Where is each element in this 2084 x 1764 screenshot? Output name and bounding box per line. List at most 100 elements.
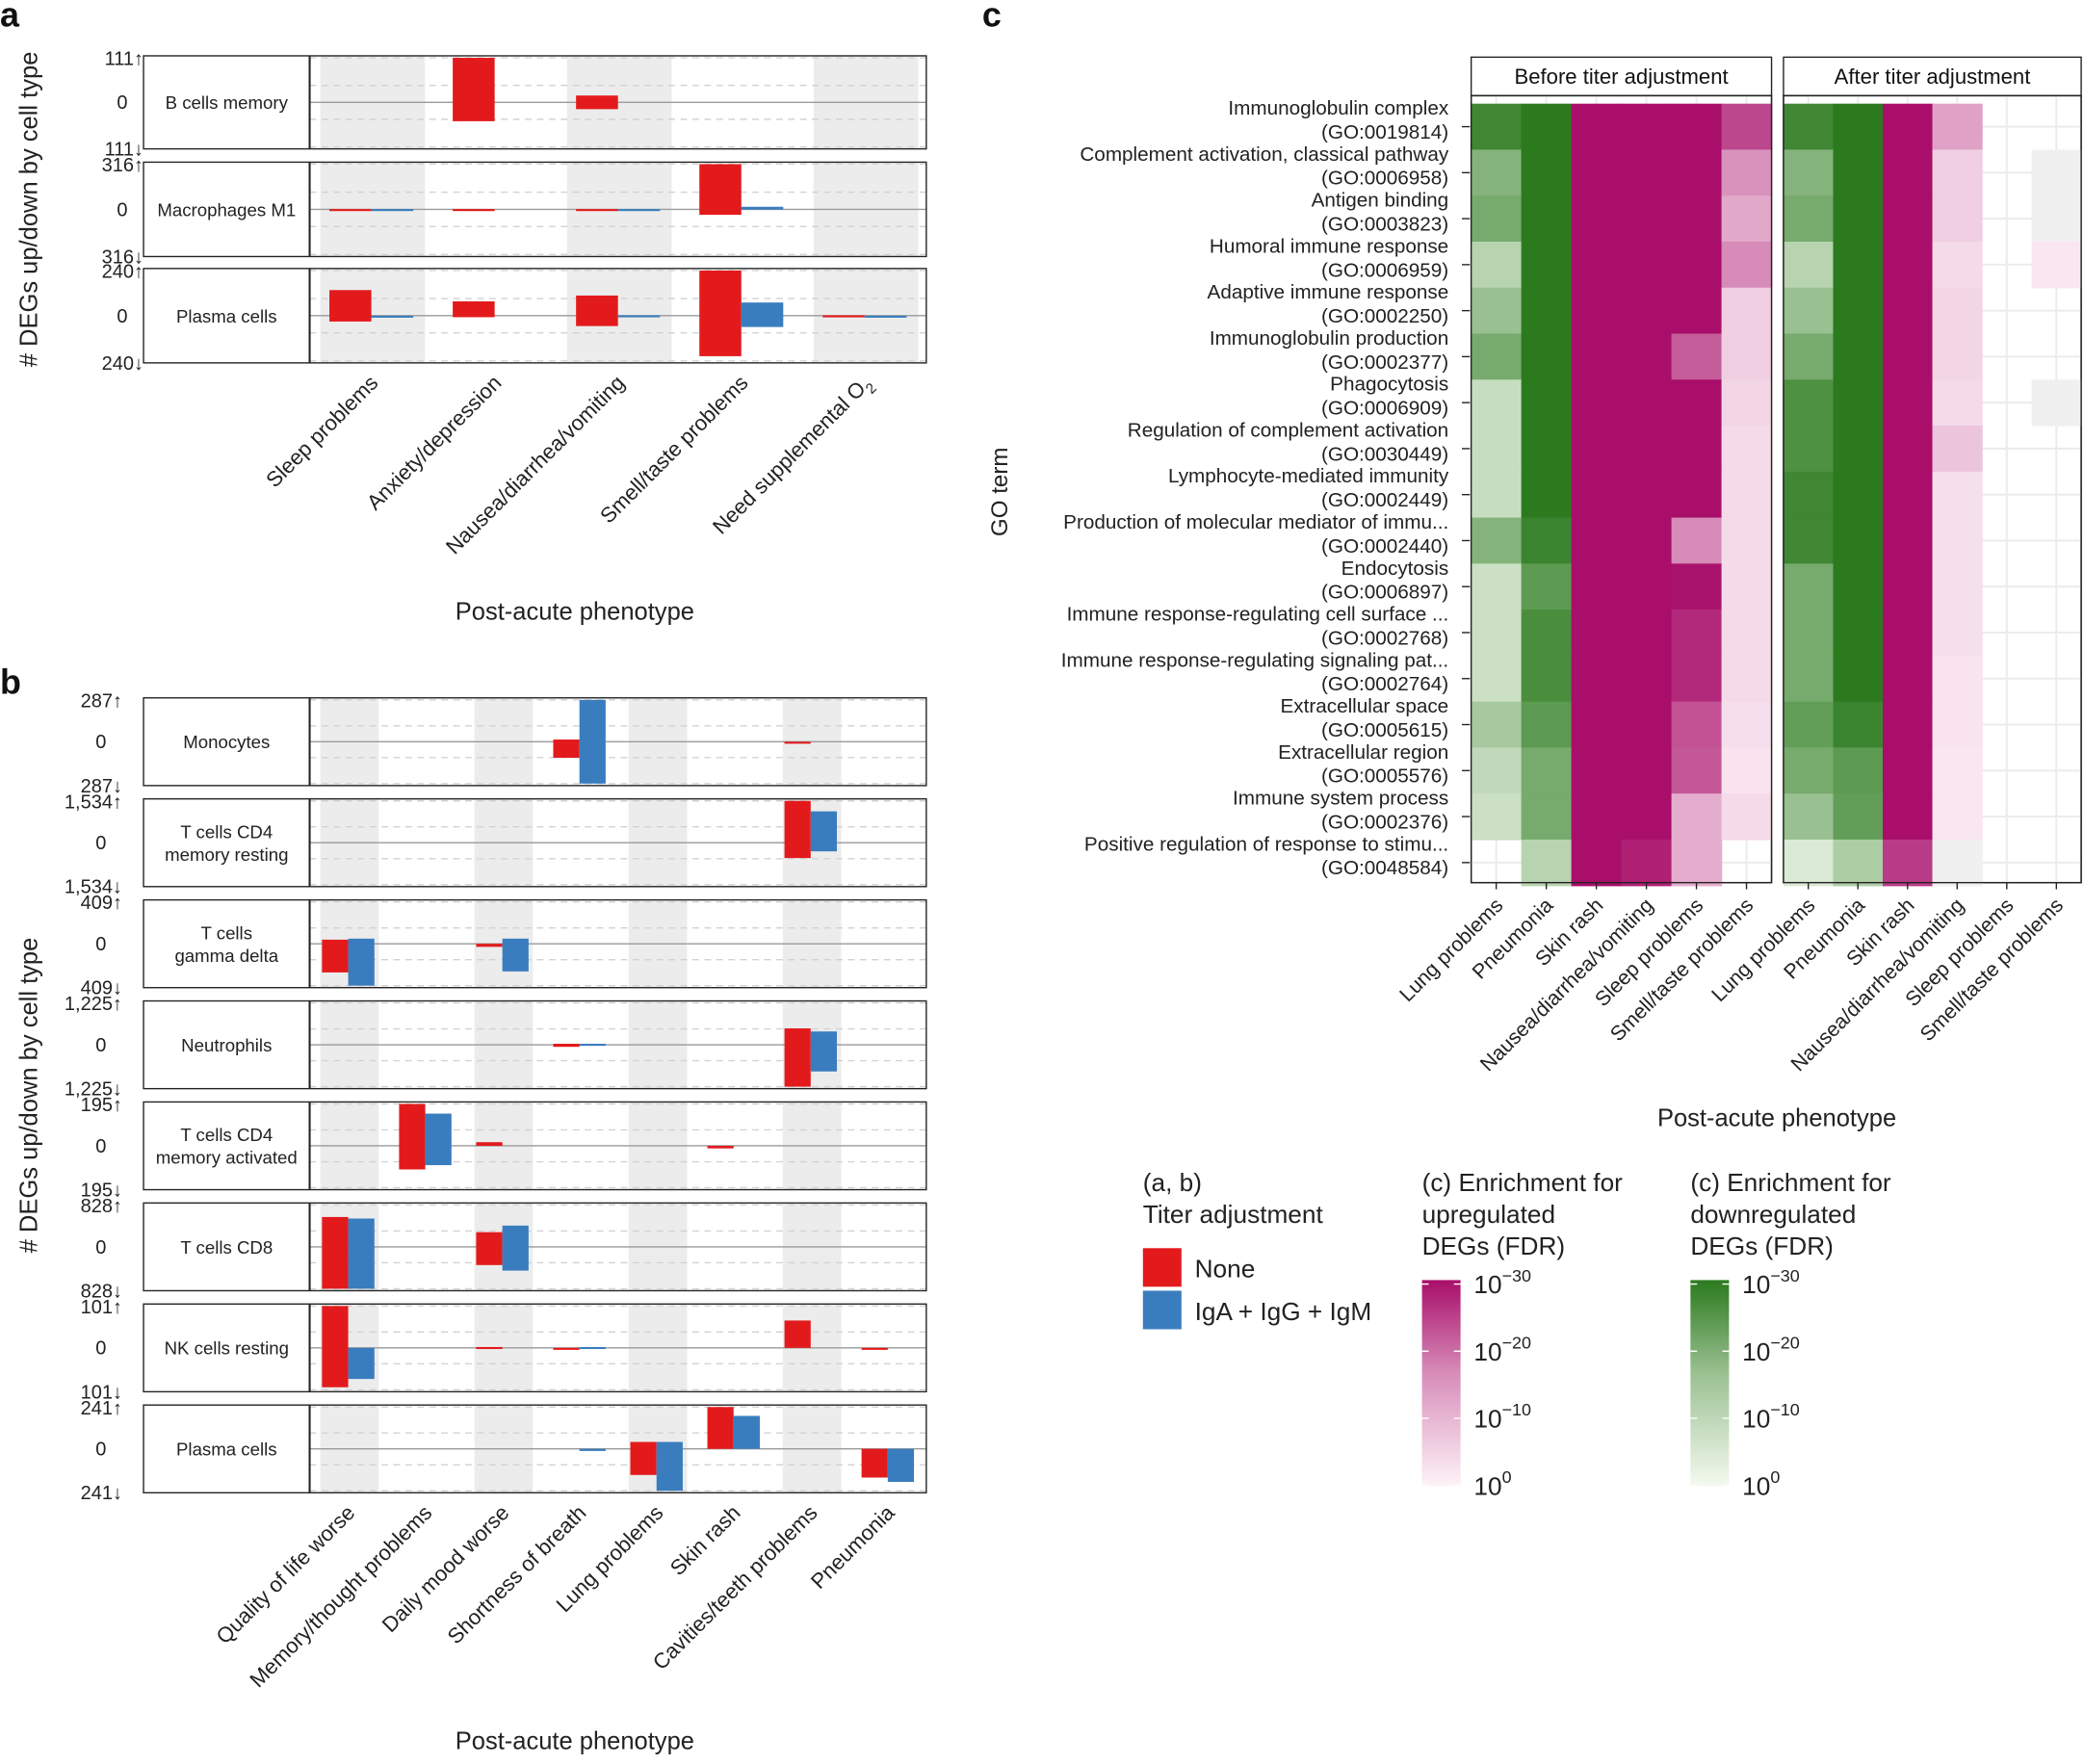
legend-title: Titer adjustment — [1143, 1200, 1324, 1229]
heatmap-frame — [1470, 94, 1773, 884]
heatmap-cell — [1571, 195, 1623, 243]
facet-frame — [143, 161, 927, 258]
heatmap-cell — [1571, 563, 1623, 610]
heatmap-cell — [1521, 379, 1573, 427]
y-tick-zero: 0 — [95, 1237, 106, 1258]
heatmap-cell — [1721, 793, 1773, 841]
heatmap-cell — [1621, 471, 1673, 519]
heatmap-cell — [1621, 333, 1673, 380]
bar-none — [784, 1320, 811, 1348]
bar-adjusted — [864, 315, 907, 318]
facet-frame — [143, 1303, 927, 1393]
heatmap-cell — [1932, 333, 1983, 380]
heatmap-cell — [1833, 655, 1884, 703]
heatmap-cell — [1471, 426, 1523, 473]
bar-none — [322, 1306, 349, 1388]
colorbar-title: upregulated — [1422, 1200, 1555, 1229]
heatmap-cell — [1671, 379, 1723, 427]
y-tick-zero: 0 — [95, 1035, 106, 1056]
bar-none — [576, 209, 618, 212]
heatmap-cell — [1882, 793, 1934, 841]
heatmap-cell — [1882, 655, 1934, 703]
heatmap-cell — [1521, 103, 1573, 151]
heatmap-cell — [1571, 839, 1623, 887]
heatmap-cell — [2031, 241, 2082, 289]
bar-none — [784, 800, 811, 859]
y-axis-title: GO term — [987, 448, 1013, 537]
heatmap-cell — [1833, 287, 1884, 335]
bar-adjusted — [579, 699, 606, 784]
bar-none — [399, 1103, 426, 1170]
row-label-id: (GO:0048584) — [1321, 857, 1448, 879]
heatmap-cell — [1721, 701, 1773, 749]
bar-none — [822, 315, 865, 318]
heatmap-cell — [1471, 471, 1523, 519]
y-tick-max: 195↑ — [81, 1095, 122, 1116]
heatmap-cell — [1571, 610, 1623, 657]
heatmap-cell — [1783, 563, 1835, 610]
row-label-name: Humoral immune response — [1210, 235, 1448, 257]
facet-frame — [143, 1202, 927, 1292]
y-tick-zero: 0 — [95, 833, 106, 854]
heatmap-cell — [1471, 103, 1523, 151]
bar-none — [322, 1216, 349, 1289]
heatmap-cell — [1833, 103, 1884, 151]
facet-strip-label: Before titer adjustment — [1515, 65, 1729, 89]
heatmap-cell — [1671, 747, 1723, 794]
heatmap-cell — [1783, 747, 1835, 794]
row-label-id: (GO:0019814) — [1321, 121, 1448, 143]
heatmap-cell — [1932, 655, 1983, 703]
facet-label: T cells CD4 — [180, 821, 273, 842]
heatmap-cell — [1521, 517, 1573, 565]
heatmap-cell — [1521, 471, 1573, 519]
heatmap-cell — [1932, 701, 1983, 749]
heatmap-cell — [1882, 839, 1934, 887]
heatmap-cell — [1671, 793, 1723, 841]
heatmap-cell — [1521, 655, 1573, 703]
heatmap-cell — [1783, 379, 1835, 427]
heatmap-cell — [1783, 471, 1835, 519]
heatmap-cell — [1783, 241, 1835, 289]
heatmap-cell — [1833, 563, 1884, 610]
facet-label: T cells CD4 — [180, 1125, 273, 1145]
row-label-name: Extracellular region — [1278, 741, 1448, 764]
y-tick-max: 240↑ — [102, 262, 143, 283]
facet-label: Plasma cells — [176, 1440, 277, 1460]
heatmap-cell — [1882, 563, 1934, 610]
heatmap-cell — [1671, 563, 1723, 610]
heatmap-cell — [1833, 610, 1884, 657]
heatmap-cell — [1521, 241, 1573, 289]
bar-none — [861, 1448, 888, 1478]
heatmap-cell — [1721, 655, 1773, 703]
x-tick-label: Pneumonia — [806, 1500, 899, 1594]
row-label-name: Immune system process — [1233, 788, 1448, 810]
heatmap-cell — [1621, 149, 1673, 196]
heatmap-cell — [1721, 103, 1773, 151]
bar-none — [699, 270, 742, 356]
heatmap-cell — [1721, 517, 1773, 565]
y-axis-title: # DEGs up/down by cell type — [16, 938, 43, 1254]
row-label-id: (GO:0030449) — [1321, 443, 1448, 465]
colorbar-tick-exponent: 0 — [1770, 1467, 1780, 1487]
legend-swatch — [1142, 1248, 1182, 1287]
y-tick-max: 287↑ — [81, 690, 122, 712]
x-tick-label: Quality of life worse — [211, 1500, 359, 1648]
bar-none — [476, 1232, 503, 1265]
bar-none — [453, 209, 495, 212]
facet-label: NK cells resting — [165, 1338, 289, 1359]
heatmap-cell — [1783, 793, 1835, 841]
row-label-id: (GO:0006959) — [1321, 259, 1448, 281]
heatmap-cell — [1671, 655, 1723, 703]
heatmap-cell — [1721, 333, 1773, 380]
heatmap-frame — [1783, 94, 2082, 884]
x-axis-title: Post-acute phenotype — [456, 1728, 694, 1755]
y-tick-zero: 0 — [117, 92, 127, 114]
facet-frame — [143, 268, 927, 364]
y-tick-min: 240↓ — [102, 353, 143, 375]
legend-label: None — [1195, 1255, 1256, 1284]
bar-adjusted — [887, 1448, 915, 1483]
colorbar-tick-exponent: 0 — [1502, 1467, 1512, 1487]
colorbar-title: DEGs (FDR) — [1422, 1232, 1566, 1260]
colorbar-tick-label: 100 — [1742, 1467, 1780, 1500]
